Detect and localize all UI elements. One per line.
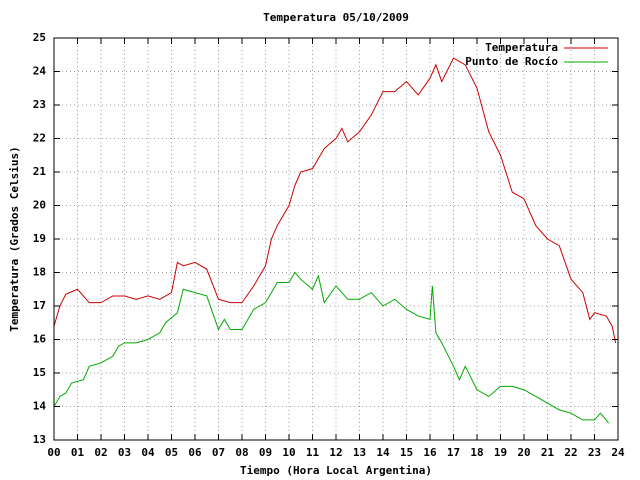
- y-tick-label: 21: [33, 165, 47, 178]
- x-tick-label: 17: [447, 446, 460, 459]
- y-tick-label: 19: [33, 232, 46, 245]
- chart-title: Temperatura 05/10/2009: [263, 11, 409, 24]
- y-axis-label: Temperatura (Grados Celsius): [8, 146, 21, 331]
- x-tick-label: 07: [212, 446, 225, 459]
- x-tick-label: 24: [611, 446, 625, 459]
- x-tick-label: 12: [329, 446, 342, 459]
- y-tick-label: 23: [33, 98, 46, 111]
- x-tick-label: 10: [282, 446, 295, 459]
- x-tick-label: 06: [188, 446, 202, 459]
- grid: [53, 37, 619, 441]
- y-tick-label: 20: [33, 199, 46, 212]
- y-tick-label: 15: [33, 366, 46, 379]
- y-tick-label: 22: [33, 132, 46, 145]
- x-tick-label: 23: [588, 446, 601, 459]
- y-tick-label: 13: [33, 433, 46, 446]
- line: [53, 57, 617, 343]
- y-tick-label: 25: [33, 31, 46, 44]
- x-tick-label: 09: [259, 446, 272, 459]
- x-tick-label: 01: [71, 446, 85, 459]
- y-tick-label: 16: [33, 333, 47, 346]
- y-tick-label: 17: [33, 299, 46, 312]
- x-tick-label: 18: [470, 446, 483, 459]
- x-tick-label: 19: [494, 446, 507, 459]
- y-tick-label: 14: [33, 400, 47, 413]
- plot-area: [53, 57, 617, 424]
- x-tick-label: 21: [541, 446, 555, 459]
- x-tick-label: 08: [235, 446, 248, 459]
- x-tick-label: 11: [306, 446, 320, 459]
- x-tick-label: 14: [376, 446, 390, 459]
- x-tick-label: 15: [400, 446, 413, 459]
- x-tick-label: 05: [165, 446, 178, 459]
- x-tick-label: 02: [94, 446, 107, 459]
- x-tick-label: 16: [423, 446, 437, 459]
- x-tick-label: 03: [118, 446, 131, 459]
- y-tick-label: 18: [33, 266, 46, 279]
- x-axis-label: Tiempo (Hora Local Argentina): [240, 464, 432, 477]
- legend-label: Temperatura: [485, 41, 558, 54]
- line: [53, 271, 610, 424]
- x-tick-label: 04: [141, 446, 155, 459]
- x-tick-label: 20: [517, 446, 530, 459]
- legend-label: Punto de Rocío: [465, 55, 558, 68]
- x-tick-label: 13: [353, 446, 366, 459]
- x-tick-label: 00: [47, 446, 60, 459]
- x-tick-label: 22: [564, 446, 577, 459]
- y-tick-label: 24: [33, 65, 47, 78]
